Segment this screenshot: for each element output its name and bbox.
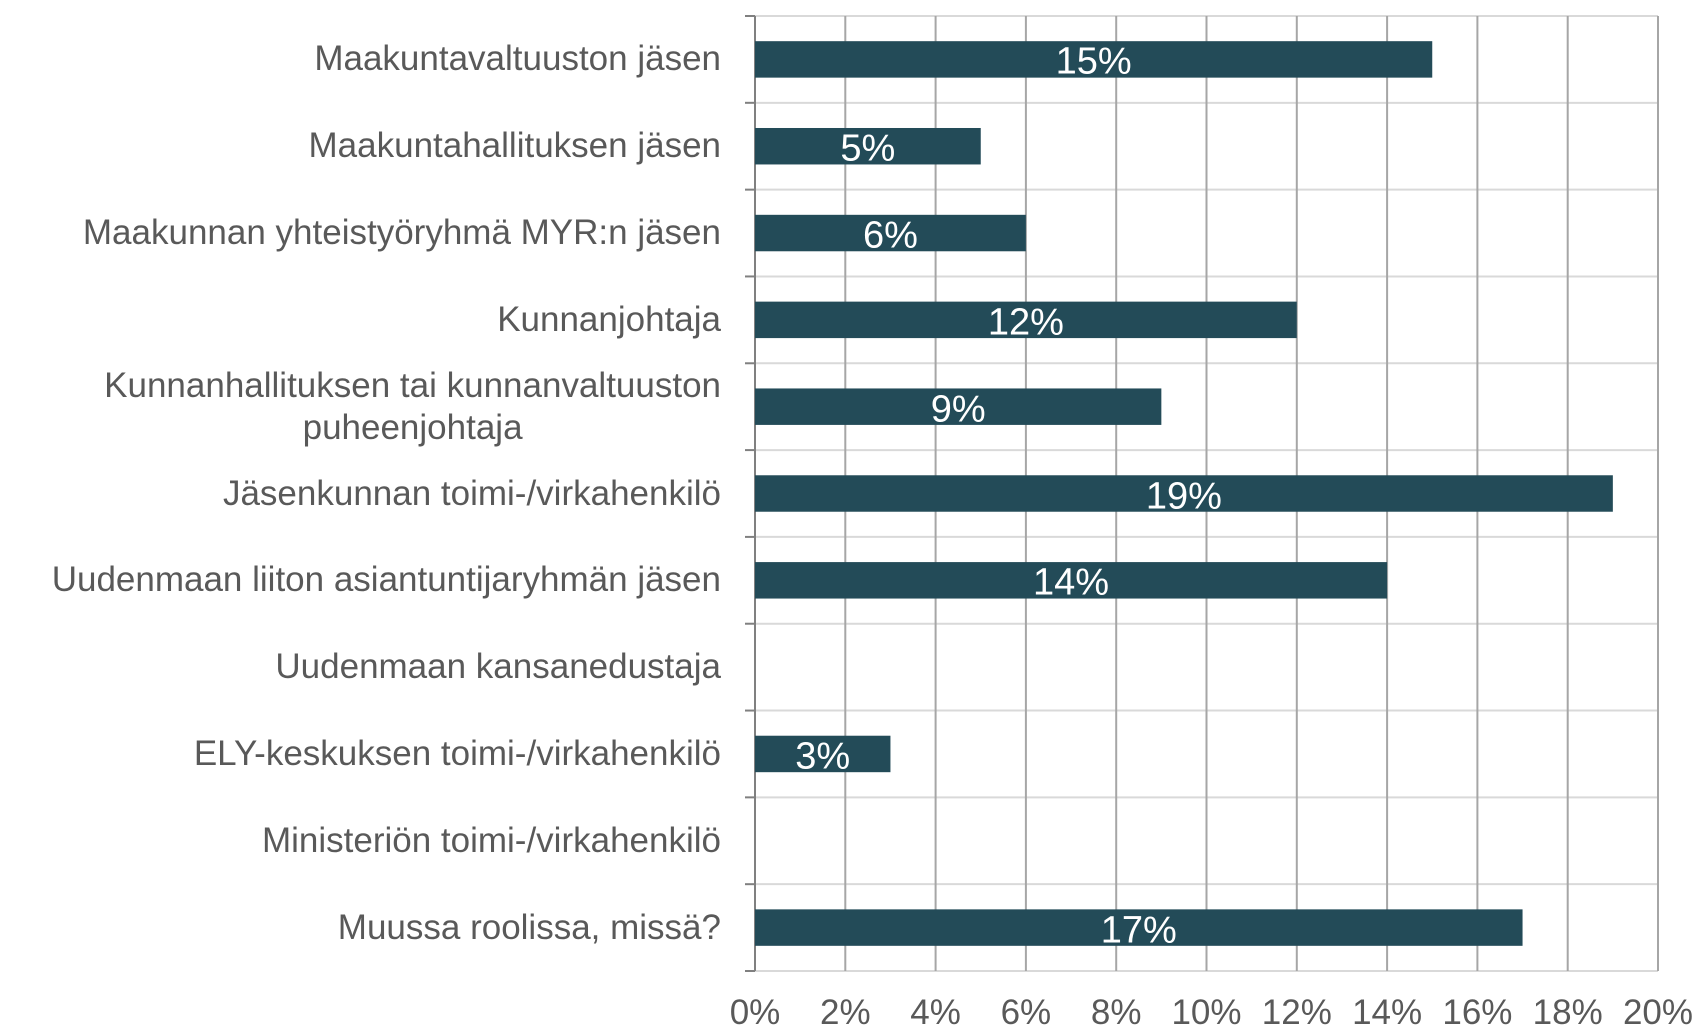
bar — [755, 909, 1523, 946]
category-label: Uudenmaan kansanedustaja — [275, 647, 721, 687]
bar — [755, 735, 891, 773]
value-label: 19% — [1145, 475, 1222, 517]
bar — [755, 562, 1388, 599]
x-tick-label: 6% — [1000, 993, 1052, 1032]
x-tick-label: 14% — [1352, 993, 1423, 1032]
bar — [755, 41, 1433, 78]
category-label: Muussa roolissa, missä? — [337, 907, 721, 947]
bar — [755, 388, 1162, 425]
category-label: Jäsenkunnan toimi-/virkahenkilö — [222, 473, 721, 513]
x-tick-label: 12% — [1261, 993, 1332, 1032]
x-tick-label: 2% — [820, 993, 871, 1032]
x-tick-label: 4% — [910, 993, 961, 1032]
category-label: Maakuntahallituksen jäsen — [308, 126, 721, 166]
category-label: Kunnanhallituksen tai kunnanvaltuuston p… — [104, 365, 721, 447]
category-label: Kunnanjohtaja — [497, 299, 721, 339]
value-label: 14% — [1033, 561, 1110, 604]
x-tick-label: 0% — [729, 993, 781, 1032]
bar — [755, 475, 1613, 512]
value-label: 17% — [1100, 909, 1177, 952]
bar — [755, 301, 1297, 339]
value-label: 3% — [795, 735, 851, 778]
x-tick-label: 16% — [1442, 993, 1513, 1032]
x-tick-label: 20% — [1622, 993, 1694, 1032]
category-label: Uudenmaan liiton asiantuntijaryhmän jäse… — [51, 560, 721, 600]
value-label: 12% — [987, 301, 1064, 344]
category-label: Maakuntavaltuuston jäsen — [314, 39, 721, 79]
bar — [755, 214, 1026, 252]
bar — [755, 127, 981, 165]
x-tick-label: 8% — [1090, 993, 1142, 1032]
category-label: Maakunnan yhteistyöryhmä MYR:n jäsen — [82, 213, 721, 253]
x-tick-label: 18% — [1532, 993, 1603, 1032]
value-label: 5% — [840, 127, 896, 170]
value-label: 6% — [862, 214, 918, 257]
category-label: ELY-keskuksen toimi-/virkahenkilö — [193, 733, 721, 773]
x-tick-label: 10% — [1171, 993, 1242, 1032]
value-label: 15% — [1055, 40, 1132, 83]
value-label: 9% — [930, 388, 986, 431]
category-label: Ministeriön toimi-/virkahenkilö — [261, 820, 721, 860]
